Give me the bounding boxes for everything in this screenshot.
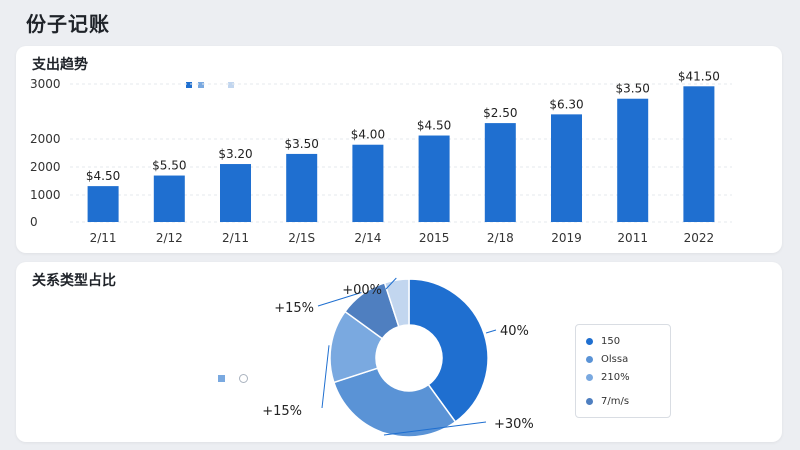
legend-dot-icon bbox=[586, 355, 593, 363]
y-tick-label: 1000 bbox=[30, 188, 61, 202]
bar-value-label: $3.20 bbox=[218, 147, 252, 161]
mini-legend-swatch-1 bbox=[186, 82, 192, 88]
bar-chart: 0 1000 2000 2000 3000 $4.50 2/11 $5.50 2/12 $3.20… bbox=[30, 69, 732, 245]
bar[interactable] bbox=[286, 153, 318, 222]
legend-label: 150 bbox=[601, 335, 621, 347]
legend-dot-icon bbox=[586, 397, 593, 405]
filter-controls bbox=[218, 374, 248, 383]
x-tick-label: 2/14 bbox=[354, 231, 381, 245]
legend-item: Olssa bbox=[586, 353, 628, 365]
donut-chart: 40% +30% +15% +15% +00% bbox=[262, 277, 534, 438]
bar[interactable] bbox=[153, 175, 185, 222]
slice-leader-line bbox=[321, 345, 330, 409]
legend-dot-icon bbox=[586, 373, 593, 381]
x-tick-label: 2/11 bbox=[90, 231, 117, 245]
bar-value-label: $6.30 bbox=[549, 97, 583, 111]
legend-label: 210% bbox=[601, 371, 630, 383]
x-tick-label: 2/12 bbox=[156, 231, 183, 245]
legend-item: 210% bbox=[586, 371, 630, 383]
mini-legend-swatch-2 bbox=[198, 82, 204, 88]
bar-value-label: $4.50 bbox=[417, 119, 451, 133]
spending-trend-card: 支出趋势 0 1000 2000 2000 3000 $4.50 2/11 $5.50 2/12… bbox=[16, 46, 782, 253]
legend-label: Olssa bbox=[601, 353, 629, 365]
relationship-share-card: 关系类型占比 40% +30% +15% +15% +00% 150 Olssa 210… bbox=[16, 262, 782, 442]
donut-slice[interactable] bbox=[383, 278, 410, 328]
x-tick-label: 2/18 bbox=[487, 231, 514, 245]
bar[interactable] bbox=[418, 135, 450, 222]
legend-label: 7/m/s bbox=[601, 395, 630, 407]
bar-value-label: $41.50 bbox=[678, 69, 720, 83]
y-tick-label: 2000 bbox=[30, 132, 61, 146]
bar-value-label: $3.50 bbox=[616, 82, 650, 96]
slice-label: +00% bbox=[342, 283, 382, 298]
slice-label: +15% bbox=[262, 404, 302, 419]
x-tick-label: 2015 bbox=[419, 231, 450, 245]
slice-leader-line bbox=[317, 291, 362, 307]
legend-item: 7/m/s bbox=[586, 395, 629, 407]
bar-value-label: $5.50 bbox=[152, 159, 186, 173]
mini-legend-swatch-3 bbox=[228, 82, 234, 88]
relationship-share-title: 关系类型占比 bbox=[32, 273, 116, 289]
bar[interactable] bbox=[484, 123, 516, 222]
donut-legend: 150 Olssa 210% 7/m/s bbox=[575, 324, 671, 418]
x-tick-label: 2022 bbox=[684, 231, 715, 245]
donut-slice[interactable] bbox=[332, 367, 457, 438]
legend-item: 150 bbox=[586, 335, 620, 347]
slice-label: +15% bbox=[274, 301, 314, 316]
spending-trend-title: 支出趋势 bbox=[32, 57, 88, 73]
bar-value-label: $4.50 bbox=[86, 169, 120, 183]
bar-value-label: $3.50 bbox=[285, 137, 319, 151]
donut-slice[interactable] bbox=[408, 278, 489, 423]
filter-square-icon[interactable] bbox=[218, 375, 225, 382]
y-tick-label: 3000 bbox=[30, 77, 61, 91]
y-tick-label: 0 bbox=[30, 215, 38, 229]
slice-label: +30% bbox=[494, 417, 534, 432]
slice-leader-line bbox=[383, 421, 487, 436]
bar[interactable] bbox=[87, 186, 119, 222]
bar[interactable] bbox=[617, 98, 649, 222]
filter-circle-icon[interactable] bbox=[239, 374, 248, 383]
x-tick-label: 2011 bbox=[617, 231, 648, 245]
x-tick-label: 2/11 bbox=[222, 231, 249, 245]
bar-value-label: $2.50 bbox=[483, 106, 517, 120]
bar[interactable] bbox=[352, 144, 384, 222]
slice-label: 40% bbox=[500, 324, 529, 339]
mini-legend bbox=[186, 82, 234, 88]
bar-value-label: $4.00 bbox=[351, 128, 385, 142]
y-tick-label: 2000 bbox=[30, 160, 61, 174]
slice-leader-line bbox=[485, 329, 497, 334]
app-title: 份子记账 bbox=[26, 12, 110, 36]
bar[interactable] bbox=[551, 114, 582, 222]
bar[interactable] bbox=[683, 86, 715, 222]
slice-leader-line bbox=[385, 277, 397, 290]
bar[interactable] bbox=[220, 164, 251, 222]
x-tick-label: 2/1S bbox=[288, 231, 315, 245]
legend-dot-icon bbox=[586, 337, 593, 345]
x-tick-label: 2019 bbox=[551, 231, 582, 245]
